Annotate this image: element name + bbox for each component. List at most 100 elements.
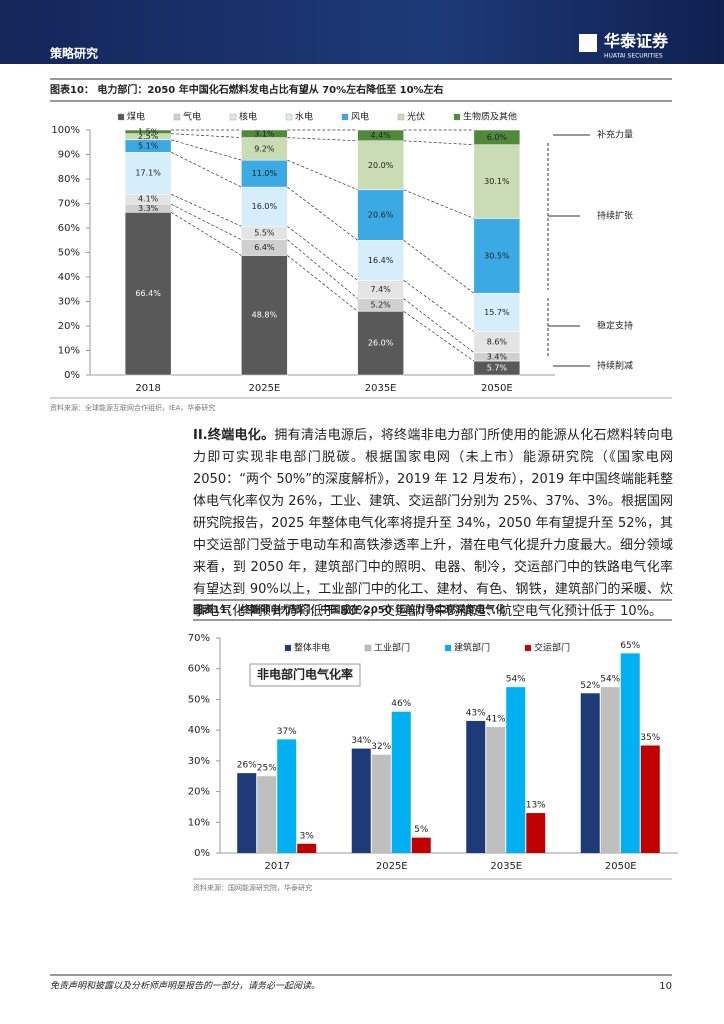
legend-label: 气电 (183, 111, 201, 123)
connector-line (403, 239, 475, 294)
value-label: 25% (257, 764, 277, 774)
bar (600, 687, 620, 853)
legend-swatch (117, 113, 125, 121)
bar-segment (357, 240, 404, 281)
bar (506, 687, 526, 853)
bar (486, 727, 506, 853)
value-label: 20.0% (368, 161, 394, 170)
value-label: 46% (391, 699, 411, 709)
value-label: 17.1% (135, 169, 161, 178)
bar (297, 843, 317, 853)
paragraph-text: 拥有清洁电源后，将终端非电力部门所使用的能源从化石燃料转向电力即可实现非电部门脱… (193, 428, 673, 619)
value-label: 30.1% (484, 177, 510, 186)
legend-label: 水电 (295, 111, 313, 123)
bar (526, 813, 546, 853)
bar-segment (124, 152, 172, 195)
value-label: 4.1% (138, 195, 159, 204)
annotation-box (249, 663, 361, 687)
bar (411, 837, 431, 853)
value-label: 43% (466, 708, 486, 718)
value-label: 5.7% (487, 364, 508, 373)
legend-swatch (364, 644, 372, 652)
annotation: 补充力量 (597, 129, 633, 141)
annotation: 持续削减 (597, 360, 633, 372)
connector-line (287, 226, 358, 281)
value-label: 66.4% (135, 289, 161, 298)
connector-line (287, 137, 358, 142)
legend-label: 交运部门 (534, 642, 570, 654)
y-tick-label: 0% (64, 370, 80, 381)
bar-segment (357, 189, 404, 241)
y-tick-label: 70% (58, 199, 80, 210)
value-label: 48.8% (252, 311, 278, 320)
y-tick-label: 40% (58, 272, 80, 283)
x-tick-label: 2025E (376, 861, 408, 872)
annotation: 非电部门电气化率 (257, 667, 353, 682)
value-label: 1.5% (138, 127, 159, 136)
value-label: 6.0% (487, 133, 508, 142)
connector-line (287, 159, 358, 191)
y-tick-label: 10% (188, 817, 210, 828)
value-label: 11.0% (252, 169, 278, 178)
legend-swatch (397, 113, 405, 121)
connector-line (403, 280, 475, 332)
bar (466, 720, 486, 853)
bar-segment (473, 129, 521, 145)
value-label: 13% (526, 801, 546, 811)
connector-line (403, 298, 475, 353)
source: 资料来源：国网能源研究院，华泰研究 (193, 883, 312, 892)
value-label: 26.0% (368, 339, 394, 348)
connector-line (170, 203, 242, 241)
bar-segment (241, 186, 288, 227)
value-label: 2.5% (138, 132, 159, 141)
logo-en: HUATAI SECURITIES (604, 53, 663, 60)
value-label: 9.2% (254, 144, 275, 153)
value-label: 54% (506, 675, 526, 685)
y-tick-label: 50% (58, 248, 80, 259)
legend-label: 建筑部门 (454, 642, 490, 654)
legend-label: 风电 (351, 111, 369, 123)
y-tick-label: 50% (188, 694, 210, 705)
connector-line (403, 189, 475, 219)
bar (640, 745, 660, 853)
connector-line (287, 239, 358, 299)
bar (277, 739, 297, 853)
legend-label: 光伏 (407, 111, 425, 123)
bar (371, 754, 391, 853)
bar (391, 711, 411, 853)
bar-segment (241, 255, 288, 376)
value-label: 3.4% (487, 352, 508, 361)
legend-label: 煤电 (127, 111, 145, 123)
value-label: 5% (414, 825, 429, 835)
logo-cn: 华泰证券 (604, 32, 669, 51)
page-number: 10 (659, 981, 672, 992)
bar-segment (124, 129, 172, 134)
bar-segment (357, 129, 404, 142)
figure-title: 图表10： 电力部门：2050 年中国化石燃料发电占比有望从 70%左右降低至 … (50, 83, 444, 96)
connector-line (170, 212, 242, 256)
value-label: 6.4% (254, 243, 275, 252)
legend-label: 生物质及其他 (463, 111, 517, 123)
legend-label: 工业部门 (374, 642, 410, 654)
x-tick-label: 2018 (135, 383, 160, 394)
bar-segment (357, 140, 404, 191)
y-tick-label: 10% (58, 346, 80, 357)
y-tick-label: 20% (188, 787, 210, 798)
value-label: 41% (486, 715, 506, 725)
bar-segment (241, 129, 288, 138)
value-label: 20.6% (368, 211, 394, 220)
x-tick-label: 2050E (481, 383, 513, 394)
value-label: 3% (300, 831, 315, 841)
y-tick-label: 60% (188, 664, 210, 675)
bar-segment (357, 311, 404, 376)
x-tick-label: 2035E (365, 383, 397, 394)
value-label: 16.4% (368, 256, 394, 265)
value-label: 37% (277, 727, 297, 737)
value-label: 3.3% (138, 204, 159, 213)
header-band (0, 0, 724, 64)
y-tick-label: 20% (58, 321, 80, 332)
x-tick-label: 2050E (605, 861, 637, 872)
paragraph-lead: II.终端电化。 (193, 428, 275, 443)
value-label: 5.1% (138, 142, 159, 151)
